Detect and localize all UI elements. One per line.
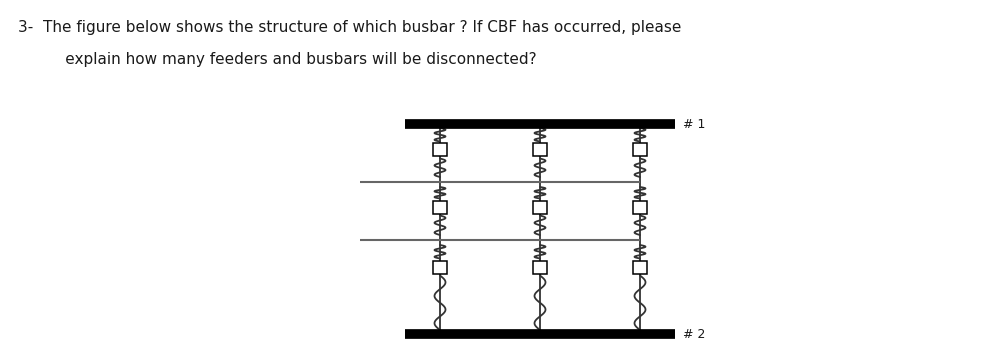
Text: # 1: # 1 [683,118,705,130]
Text: explain how many feeders and busbars will be disconnected?: explain how many feeders and busbars wil… [36,52,536,67]
Bar [433,143,447,156]
Bar [633,143,647,156]
Bar [433,201,447,214]
Bar [533,261,547,274]
Bar [533,143,547,156]
Bar [633,201,647,214]
Text: # 2: # 2 [683,328,705,341]
Bar [533,201,547,214]
Text: 3-  The figure below shows the structure of which busbar ? If CBF has occurred, : 3- The figure below shows the structure … [18,20,681,35]
Bar [433,261,447,274]
Bar [633,261,647,274]
